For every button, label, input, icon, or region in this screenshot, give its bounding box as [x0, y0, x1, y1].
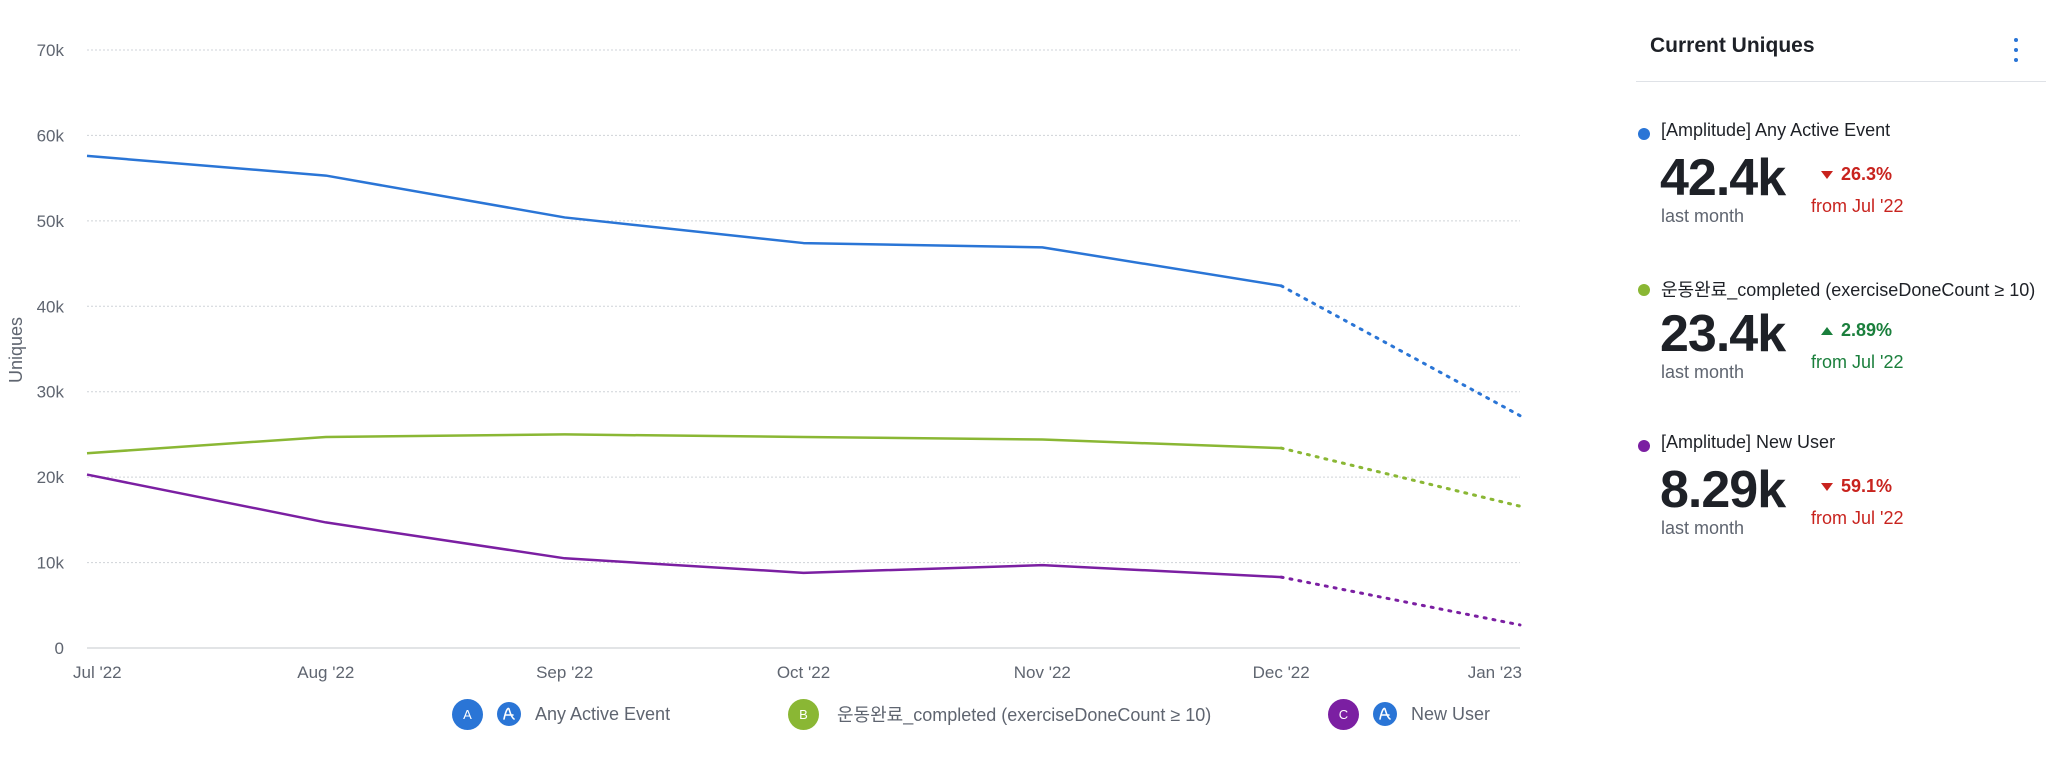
metric-value: 42.4k	[1660, 149, 1786, 207]
x-tick-label: Sep '22	[536, 663, 593, 682]
legend-item-c[interactable]: C New User	[1328, 697, 1490, 731]
series-projection-a[interactable]	[1279, 284, 1522, 418]
metric-name: [Amplitude] Any Active Event	[1661, 120, 1891, 140]
y-tick-label: 0	[55, 639, 64, 658]
metric-change: 2.89%	[1821, 320, 1892, 341]
x-tick-label: Aug '22	[297, 663, 354, 682]
metric-change-value: 2.89%	[1841, 320, 1893, 340]
metric-value: 23.4k	[1660, 305, 1786, 363]
gridlines	[87, 49, 1520, 649]
x-axis-ticks: Jul '22 Aug '22 Sep '22 Oct '22 Nov '22 Dec '…	[73, 663, 1522, 682]
series-lines	[86, 154, 1522, 627]
y-tick-label: 50k	[37, 212, 65, 231]
legend-label-a: Any Active Event	[535, 703, 671, 724]
series-badge-a: A	[452, 698, 483, 730]
panel-divider	[1636, 81, 2046, 82]
triangle-down-icon	[1821, 483, 1833, 492]
y-tick-label: 10k	[37, 554, 65, 573]
x-tick-label: Nov '22	[1014, 663, 1071, 682]
x-tick-label: Jan '23	[1468, 663, 1522, 682]
y-tick-label: 30k	[37, 383, 65, 402]
metric-change-value: 26.3%	[1841, 164, 1893, 184]
series-line-a[interactable]	[86, 154, 1282, 288]
metric-value: 8.29k	[1660, 461, 1786, 519]
x-tick-label: Dec '22	[1253, 663, 1310, 682]
metric-change: 59.1%	[1821, 476, 1892, 497]
y-tick-label: 20k	[37, 468, 65, 487]
metric-name: 운동완료_completed (exerciseDoneCount ≥ 10)	[1661, 280, 2036, 300]
current-uniques-panel: Current Uniques [Amplitude] Any Active E…	[1636, 0, 2046, 767]
y-tick-label: 70k	[37, 41, 65, 60]
vertical-ellipsis-icon[interactable]	[2008, 38, 2024, 62]
metric-period: last month	[1661, 362, 1745, 382]
series-line-b[interactable]	[86, 433, 1282, 455]
chart-legend: A Any Active Event B 운동완료_completed (exe…	[0, 697, 1560, 741]
series-dot	[1638, 128, 1650, 140]
legend-label-b: 운동완료_completed (exerciseDoneCount ≥ 10)	[837, 705, 1212, 725]
metric-period: last month	[1661, 206, 1745, 226]
line-chart: 0 10k 20k 30k 40k 50k 60k 70k Jul '22 Aug '22 Sep…	[6, 41, 1522, 682]
y-axis-label: Uniques	[6, 317, 26, 383]
metric-new-user: [Amplitude] New User 8.29k last month 59…	[1636, 432, 2046, 572]
metric-change-from: from Jul '22	[1811, 508, 1904, 528]
legend-item-a[interactable]: A Any Active Event	[452, 697, 670, 731]
series-dot	[1638, 284, 1650, 296]
y-axis-ticks: 0 10k 20k 30k 40k 50k 60k 70k	[37, 41, 65, 658]
metric-change: 26.3%	[1821, 164, 1892, 185]
metric-period: last month	[1661, 518, 1745, 538]
triangle-up-icon	[1821, 327, 1833, 336]
legend-label-c: New User	[1411, 703, 1491, 724]
x-tick-label: Oct '22	[777, 663, 830, 682]
metric-any-active-event: [Amplitude] Any Active Event 42.4k last …	[1636, 120, 2046, 260]
series-badge-c: C	[1328, 698, 1359, 730]
metric-exercise-completed: 운동완료_completed (exerciseDoneCount ≥ 10) …	[1636, 276, 2046, 416]
metric-change-value: 59.1%	[1841, 476, 1893, 496]
series-line-c[interactable]	[86, 473, 1282, 579]
series-badge-b: B	[788, 698, 819, 730]
series-dot	[1638, 440, 1650, 452]
series-projection-c[interactable]	[1279, 575, 1522, 627]
y-tick-label: 60k	[37, 126, 65, 145]
triangle-down-icon	[1821, 171, 1833, 180]
y-tick-label: 40k	[37, 297, 65, 316]
x-tick-label: Jul '22	[73, 663, 122, 682]
metric-name: [Amplitude] New User	[1661, 432, 1836, 452]
metric-change-from: from Jul '22	[1811, 352, 1904, 372]
panel-title: Current Uniques	[1650, 34, 1815, 57]
amplitude-icon	[497, 702, 521, 726]
metric-change-from: from Jul '22	[1811, 196, 1904, 216]
amplitude-icon	[1373, 702, 1397, 726]
legend-item-b[interactable]: B 운동완료_completed (exerciseDoneCount ≥ 10…	[788, 697, 1211, 731]
